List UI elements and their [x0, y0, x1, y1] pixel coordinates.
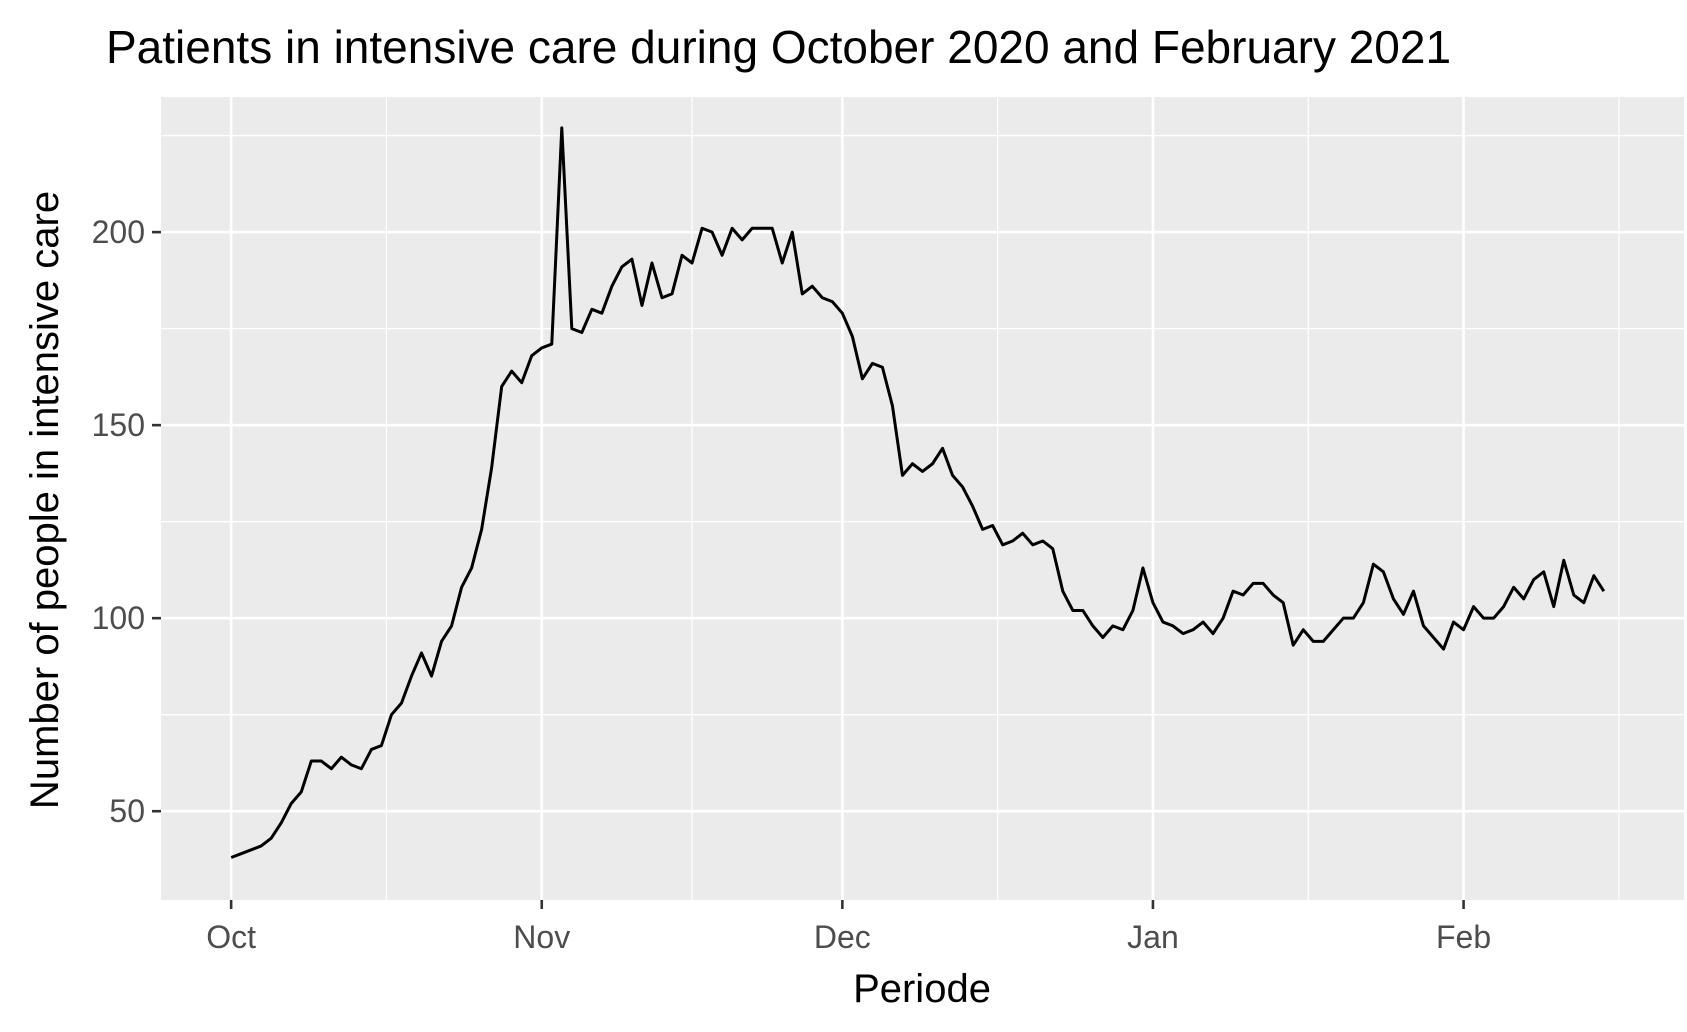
y-tick-label: 50	[109, 793, 145, 829]
y-tick-label: 200	[92, 214, 145, 250]
minor-gridlines-y	[161, 134, 1684, 716]
y-tick-label: 100	[92, 600, 145, 636]
major-gridlines-y	[161, 230, 1684, 813]
x-axis: Oct Nov Dec Jan Feb	[206, 900, 1491, 955]
x-tick-label: Jan	[1127, 919, 1179, 955]
series-line-1	[230, 126, 1606, 859]
y-tick-label: 150	[92, 407, 145, 443]
x-tick-label: Feb	[1436, 919, 1491, 955]
x-tick-label: Nov	[513, 919, 570, 955]
series-layer	[230, 126, 1606, 859]
x-tick-label: Oct	[206, 919, 256, 955]
major-gridlines-x	[229, 97, 1465, 900]
x-axis-title: Periode	[853, 967, 991, 1011]
plot-panel	[161, 97, 1684, 900]
x-tick-label: Dec	[814, 919, 871, 955]
chart-title: Patients in intensive care during Octobe…	[106, 21, 1451, 73]
y-axis: 50 100 150 200	[92, 214, 161, 829]
y-axis-title: Number of people in intensive care	[23, 191, 67, 809]
